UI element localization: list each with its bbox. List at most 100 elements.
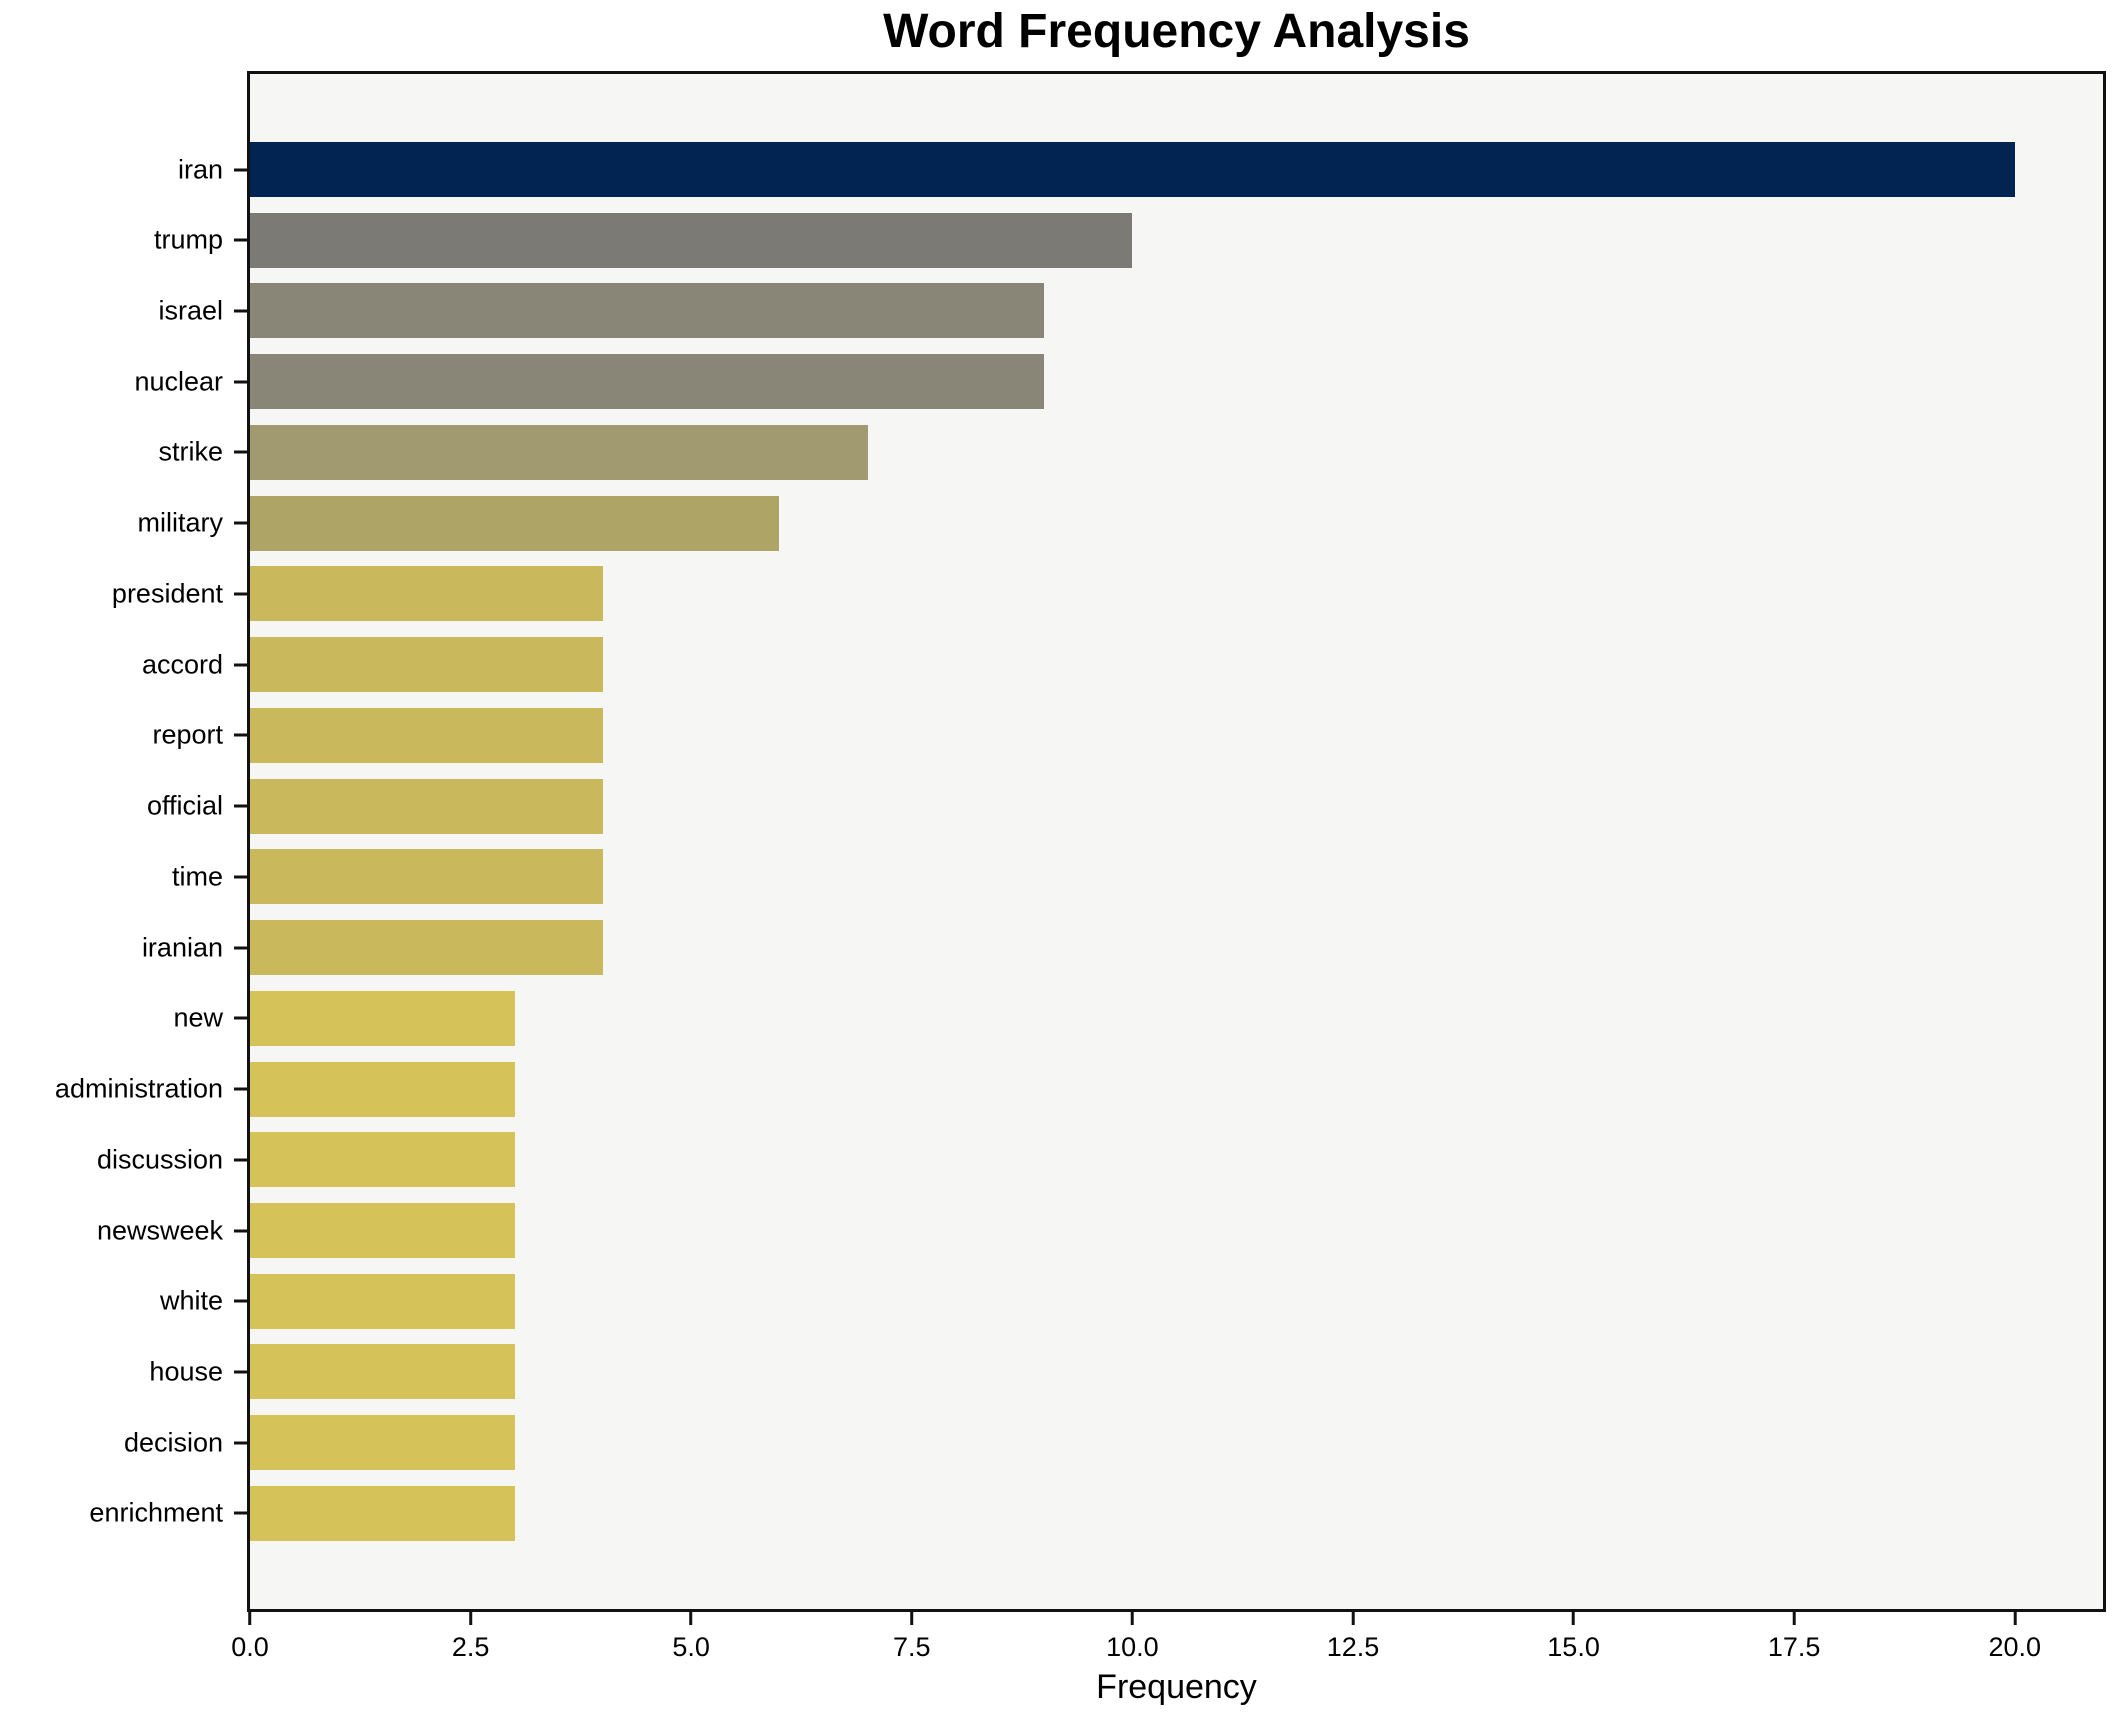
y-tick-mark [234, 380, 247, 384]
bar [250, 778, 603, 834]
x-tick-mark [248, 1612, 252, 1625]
x-tick: 0.0 [231, 1612, 269, 1663]
y-tick-label: accord [141, 649, 223, 680]
bar-row: israel [158, 283, 2103, 339]
y-tick-mark [234, 1229, 247, 1233]
y-tick-mark [234, 1158, 247, 1162]
y-tick-label: president [111, 578, 223, 609]
bar-row: new [173, 990, 2103, 1046]
y-tick-label: israel [158, 295, 223, 326]
bar-row: house [149, 1344, 2103, 1400]
x-tick: 7.5 [893, 1612, 931, 1663]
bar-row: administration [55, 1061, 2103, 1117]
y-tick-label: report [152, 719, 223, 750]
y-tick-mark [234, 946, 247, 950]
bar [250, 212, 1133, 268]
x-tick: 5.0 [672, 1612, 710, 1663]
y-tick-label: house [149, 1356, 223, 1387]
bar [250, 1273, 515, 1329]
x-tick-label: 7.5 [893, 1632, 931, 1662]
y-tick-mark [234, 1441, 247, 1445]
y-tick-mark [234, 804, 247, 808]
x-axis-title: Frequency [1096, 1668, 1257, 1706]
x-tick-mark [1351, 1612, 1355, 1625]
y-tick-mark [234, 1016, 247, 1020]
y-tick-label: enrichment [89, 1497, 223, 1528]
y-tick-mark [234, 875, 247, 879]
y-tick-mark [234, 1370, 247, 1374]
x-tick: 2.5 [451, 1612, 490, 1663]
bar [250, 1061, 515, 1117]
bar [250, 1344, 515, 1400]
bar [250, 1485, 515, 1541]
x-tick-label: 20.0 [1988, 1632, 2042, 1662]
x-tick-mark [1130, 1612, 1134, 1625]
bar-row: military [138, 495, 2103, 551]
bar-row: newsweek [97, 1203, 2103, 1259]
y-tick-mark [234, 309, 247, 313]
bar-row: white [160, 1273, 2103, 1329]
x-tick-label: 15.0 [1547, 1632, 1600, 1662]
y-tick-mark [234, 733, 247, 737]
x-tick-mark [1572, 1612, 1576, 1625]
bar-row: trump [154, 212, 2103, 268]
chart-title: Word Frequency Analysis [883, 5, 1470, 58]
y-tick-label: iran [177, 154, 223, 184]
x-tick: 10.0 [1106, 1612, 1159, 1663]
x-tick-mark [469, 1612, 473, 1625]
bar-row: official [147, 778, 2103, 834]
bar [250, 495, 780, 551]
bar-row: time [172, 849, 2103, 905]
y-tick-mark [234, 1299, 247, 1303]
bar [250, 424, 868, 480]
bar [250, 1415, 515, 1471]
y-tick-label: administration [54, 1073, 223, 1104]
y-tick-mark [234, 1511, 247, 1515]
y-tick-mark [234, 238, 247, 242]
x-tick-label: 10.0 [1106, 1632, 1159, 1662]
x-tick: 20.0 [1988, 1612, 2041, 1663]
bars-container: iran trump israel nuclear strike military pres… [55, 74, 2103, 1609]
bar [250, 354, 1045, 410]
bar-row: report [152, 707, 2103, 763]
bar [250, 142, 2015, 197]
x-tick-label: 12.5 [1326, 1632, 1380, 1662]
y-tick-label: official [146, 790, 223, 821]
y-tick-mark [234, 592, 247, 596]
bar [250, 920, 603, 976]
bar [250, 1132, 515, 1188]
y-tick-label: nuclear [134, 366, 223, 397]
bar-row: strike [158, 424, 2103, 480]
x-tick-label: 2.5 [451, 1632, 490, 1662]
y-tick-mark [234, 168, 247, 171]
y-tick-mark [234, 450, 247, 454]
x-tick-mark [689, 1612, 693, 1625]
bar-row: iran [178, 142, 2103, 197]
bar [250, 283, 1045, 339]
x-tick: 17.5 [1768, 1612, 1820, 1663]
y-tick-label: white [159, 1285, 223, 1316]
y-tick-mark [234, 1087, 247, 1091]
bar-row: president [112, 566, 2103, 622]
y-tick-label: military [137, 507, 224, 538]
bar-row: enrichment [89, 1485, 2103, 1541]
plot-area: iran trump israel nuclear strike military pres… [55, 71, 2106, 1662]
x-tick-mark [910, 1612, 914, 1625]
bar-row: decision [124, 1415, 2103, 1471]
y-tick-label: trump [153, 224, 223, 255]
y-tick-mark [234, 663, 247, 667]
y-tick-label: time [171, 861, 223, 892]
x-tick-label: 5.0 [672, 1632, 710, 1662]
x-tick: 15.0 [1547, 1612, 1600, 1663]
y-tick-label: iranian [141, 932, 223, 963]
x-tick-mark [1792, 1612, 1796, 1625]
bar [250, 637, 603, 693]
bar [250, 990, 515, 1046]
x-tick: 12.5 [1326, 1612, 1380, 1663]
bar [250, 566, 603, 622]
x-tick-mark [2013, 1612, 2017, 1625]
x-tick-label: 0.0 [231, 1632, 269, 1662]
bar [250, 707, 603, 763]
bar-row: iranian [142, 920, 2103, 976]
